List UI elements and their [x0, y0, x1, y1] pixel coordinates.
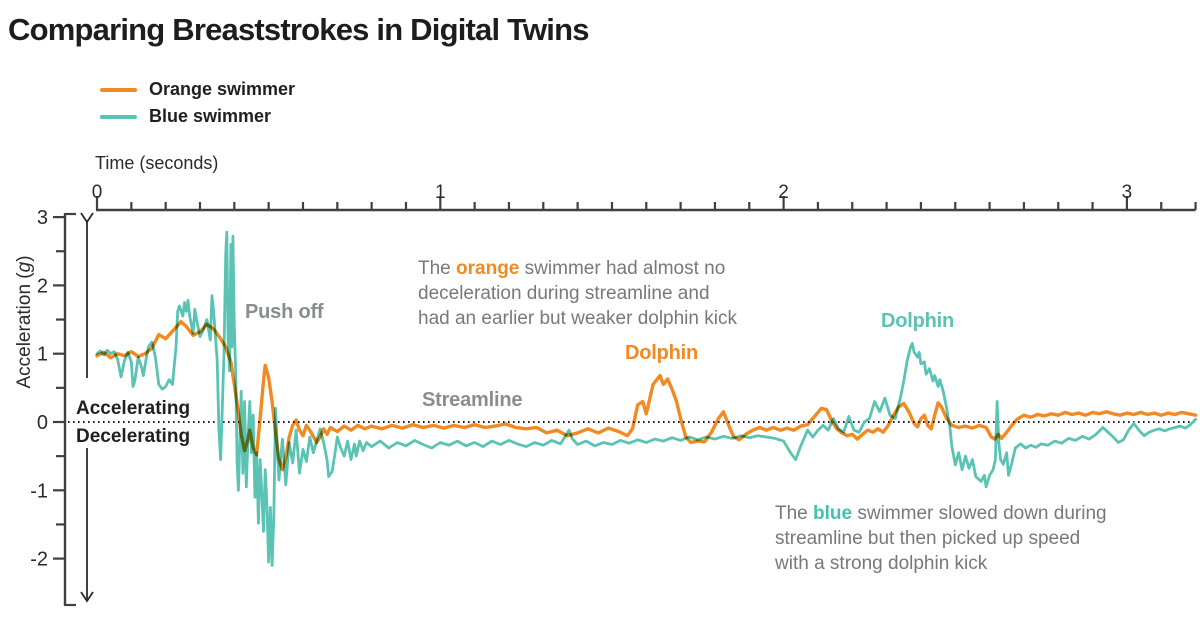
- label-streamline: Streamline: [422, 389, 523, 411]
- x-axis-tick-label: 2: [778, 182, 789, 203]
- y-axis-tick-label: -1: [30, 480, 48, 502]
- x-axis-title: Time (seconds): [95, 153, 219, 173]
- label-accelerating: Accelerating: [76, 398, 191, 419]
- legend-item-orange: Orange swimmer: [100, 76, 295, 103]
- label-push-off: Push off: [245, 301, 324, 323]
- label-dolphin-orange: Dolphin: [625, 342, 699, 364]
- legend-item-blue: Blue swimmer: [100, 103, 295, 130]
- legend: Orange swimmer Blue swimmer: [100, 76, 295, 130]
- page-title: Comparing Breaststrokes in Digital Twins: [8, 12, 589, 47]
- note-orange-line3: had an earlier but weaker dolphin kick: [418, 308, 737, 329]
- y-axis-title: Acceleration (g): [14, 255, 35, 388]
- note-blue-swimmer: The blue swimmer slowed down during stre…: [775, 501, 1115, 576]
- legend-swatch-orange-line: [100, 87, 137, 92]
- label-dolphin-blue: Dolphin: [881, 310, 955, 332]
- x-axis-tick-label: 0: [92, 182, 103, 203]
- y-axis-tick-label: 3: [37, 207, 48, 229]
- decelerating-arrow-down-head: [80, 591, 94, 603]
- note-orange-keyword: orange: [456, 258, 520, 279]
- y-axis-tick-label: 2: [37, 275, 48, 297]
- legend-swatch-blue-line: [100, 114, 137, 119]
- label-decelerating: Decelerating: [76, 426, 191, 447]
- note-orange-swimmer: The orange swimmer had almost no deceler…: [418, 256, 748, 331]
- accelerating-arrow-up-head: [80, 212, 94, 224]
- note-orange-line1: The orange swimmer had almost no: [418, 258, 726, 279]
- legend-label-blue: Blue swimmer: [149, 106, 272, 126]
- y-axis-tick-label: 0: [37, 412, 48, 434]
- note-blue-line2: streamline but then picked up speed: [775, 528, 1081, 549]
- y-axis-tick-label: 1: [37, 344, 48, 366]
- series-blue-line: [95, 230, 1197, 567]
- note-blue-keyword: blue: [813, 503, 853, 524]
- series-orange-line: [95, 319, 1198, 472]
- legend-label-orange: Orange swimmer: [149, 79, 296, 99]
- x-axis-tick-label: 1: [435, 182, 446, 203]
- note-orange-line2: deceleration during streamline and: [418, 283, 710, 304]
- x-axis-tick-label: 3: [1122, 182, 1133, 203]
- note-blue-line1: The blue swimmer slowed down during: [775, 503, 1107, 524]
- y-axis-tick-label: -2: [30, 549, 48, 571]
- note-blue-line3: with a strong dolphin kick: [775, 553, 988, 574]
